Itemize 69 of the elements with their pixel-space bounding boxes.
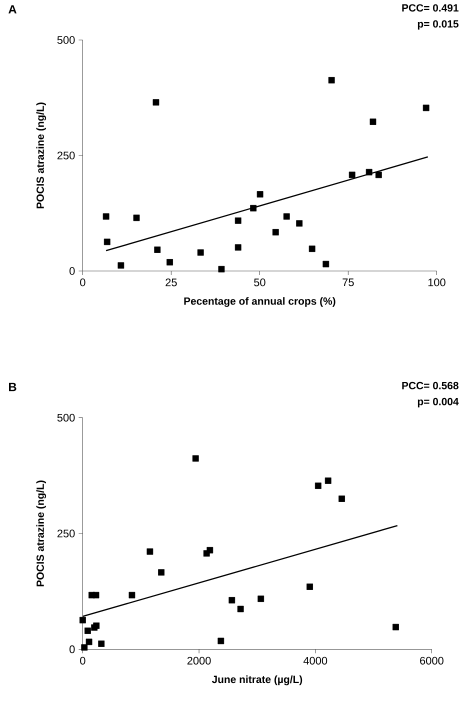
- x-tick-label: 2000: [187, 656, 211, 665]
- point: [283, 213, 290, 220]
- point: [206, 546, 214, 554]
- point: [197, 249, 204, 256]
- x-tick-label: 0: [80, 278, 86, 286]
- point: [192, 455, 199, 462]
- point: [308, 246, 316, 252]
- y-tick-label: 0: [70, 267, 75, 275]
- point: [80, 616, 86, 624]
- point: [348, 172, 356, 178]
- point: [228, 597, 236, 604]
- point: [392, 624, 399, 630]
- y-tick-label: 500: [57, 414, 75, 422]
- point: [218, 266, 225, 272]
- point: [422, 104, 430, 112]
- point: [128, 592, 136, 598]
- x-tick-label: 50: [254, 278, 266, 286]
- point: [256, 191, 264, 198]
- x-tick-label: 0: [80, 656, 86, 665]
- point: [98, 640, 105, 647]
- point: [306, 584, 313, 590]
- point: [154, 246, 161, 253]
- text: PCC= 0.491: [402, 4, 458, 12]
- point: [234, 217, 242, 224]
- text: A: [8, 5, 17, 14]
- point: [250, 204, 257, 212]
- x-axis-title: June nitrate (µg/L): [212, 675, 302, 686]
- point: [152, 99, 160, 106]
- x-tick-label: 25: [166, 278, 177, 286]
- point: [296, 220, 303, 227]
- text: PCC= 0.568: [402, 382, 458, 390]
- point: [92, 592, 100, 598]
- point: [366, 168, 372, 176]
- point: [146, 548, 154, 555]
- text: B: [8, 382, 16, 392]
- y-tick-label: 0: [70, 645, 75, 654]
- text: p= 0.015: [418, 20, 458, 30]
- y-axis-title: POCIS atrazine (ng/L): [36, 102, 46, 208]
- x-axis-title: Pecentage of annual crops (%): [184, 297, 336, 307]
- point: [237, 606, 244, 612]
- y-tick-label: 250: [57, 530, 75, 538]
- x-tick-label: 6000: [420, 656, 444, 665]
- y-tick-label: 250: [57, 152, 75, 160]
- point: [104, 238, 110, 246]
- y-tick-label: 500: [57, 36, 75, 44]
- point: [258, 596, 264, 602]
- point: [118, 262, 124, 269]
- x-tick-label: 100: [428, 278, 446, 286]
- point: [166, 259, 173, 266]
- point: [324, 477, 332, 484]
- point: [218, 638, 224, 644]
- point: [328, 76, 335, 84]
- point: [338, 496, 345, 502]
- point: [86, 638, 92, 646]
- point: [102, 213, 110, 220]
- point: [84, 628, 91, 634]
- point: [272, 228, 279, 236]
- point: [234, 244, 242, 251]
- point: [133, 214, 140, 222]
- y-axis-title: POCIS atrazine (ng/L): [36, 480, 46, 586]
- point: [81, 644, 88, 651]
- point: [370, 118, 376, 125]
- text: p= 0.004: [418, 398, 459, 408]
- point: [314, 482, 322, 489]
- point: [375, 172, 382, 178]
- point: [158, 569, 164, 576]
- x-tick-label: 75: [342, 278, 354, 286]
- x-tick-label: 4000: [303, 656, 328, 665]
- point: [322, 260, 330, 268]
